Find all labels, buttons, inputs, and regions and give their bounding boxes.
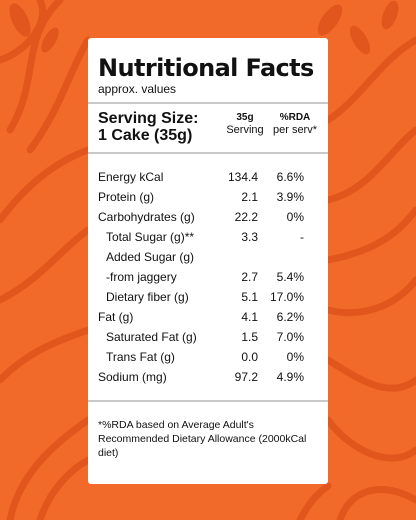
divider: [88, 400, 328, 402]
table-row: Sodium (mg) 97.2 4.9%: [88, 370, 328, 390]
table-row: -from jaggery 2.7 5.4%: [88, 270, 328, 290]
nutrient-name: Dietary fiber (g): [106, 290, 189, 304]
nutrient-value: 2.7: [241, 270, 258, 284]
nutrient-name: Trans Fat (g): [106, 350, 175, 364]
nutrient-value: 4.1: [241, 310, 258, 324]
nutrient-value: 2.1: [241, 190, 258, 204]
rda-column-top: %RDA: [279, 112, 311, 123]
nutrient-value: 22.2: [234, 210, 258, 224]
nutrient-rda: 7.0%: [276, 330, 304, 344]
nutrient-rda: 4.9%: [276, 370, 304, 384]
nutrient-name: Added Sugar (g): [106, 250, 195, 264]
serving-column-bottom: Serving: [226, 124, 264, 136]
divider: [88, 102, 328, 104]
nutrient-name: Total Sugar (g)**: [106, 230, 195, 244]
nutrient-rda: 17.0%: [269, 290, 304, 304]
nutrient-value: 5.1: [241, 290, 258, 304]
nutrient-value: 97.2: [234, 370, 258, 384]
label-title: Nutritional Facts: [98, 54, 314, 82]
nutrient-name: Sodium (mg): [98, 370, 167, 384]
table-row: Trans Fat (g) 0.0 0%: [88, 350, 328, 370]
nutrient-rda: 3.9%: [276, 190, 304, 204]
nutrient-name: Saturated Fat (g): [106, 330, 197, 344]
divider: [88, 152, 328, 154]
rda-footnote: *%RDA based on Average Adult's Recommend…: [98, 419, 307, 459]
table-row: Saturated Fat (g) 1.5 7.0%: [88, 330, 328, 350]
nutrient-rda: 0%: [286, 210, 304, 224]
table-row: Dietary fiber (g) 5.1 17.0%: [88, 290, 328, 310]
nutrient-rda: -: [300, 230, 304, 244]
nutrient-name: -from jaggery: [106, 270, 177, 284]
rda-column-header: %RDA per serv*: [268, 112, 322, 136]
serving-size-value: 1 Cake (35g): [98, 127, 193, 144]
serving-column-header: 35g Serving: [224, 112, 266, 136]
nutrient-value: 134.4: [227, 170, 258, 184]
nutrient-value: 1.5: [241, 330, 258, 344]
nutrient-rda: 0%: [286, 350, 304, 364]
nutrient-rda: 6.2%: [276, 310, 304, 324]
table-row: Total Sugar (g)** 3.3 -: [88, 230, 328, 250]
table-row: Carbohydrates (g) 22.2 0%: [88, 210, 328, 230]
nutrient-value: 0.0: [241, 350, 258, 364]
nutrient-name: Energy kCal: [98, 170, 164, 184]
nutrient-rda: 5.4%: [276, 270, 304, 284]
nutrient-value: 3.3: [241, 230, 258, 244]
table-row: Protein (g) 2.1 3.9%: [88, 190, 328, 210]
nutrient-name: Fat (g): [98, 310, 134, 324]
table-row: Fat (g) 4.1 6.2%: [88, 310, 328, 330]
label-subtitle: approx. values: [98, 82, 177, 96]
nutrient-rda: 6.6%: [276, 170, 304, 184]
serving-size-label: Serving Size:: [98, 110, 199, 127]
nutrition-facts-card: Nutritional Facts approx. values Serving…: [88, 38, 328, 484]
rda-column-bottom: per serv*: [272, 124, 318, 136]
table-row: Energy kCal 134.4 6.6%: [88, 170, 328, 190]
serving-column-top: 35g: [236, 112, 254, 123]
nutrient-name: Carbohydrates (g): [98, 210, 195, 224]
table-row: Added Sugar (g): [88, 250, 328, 270]
nutrient-name: Protein (g): [98, 190, 155, 204]
